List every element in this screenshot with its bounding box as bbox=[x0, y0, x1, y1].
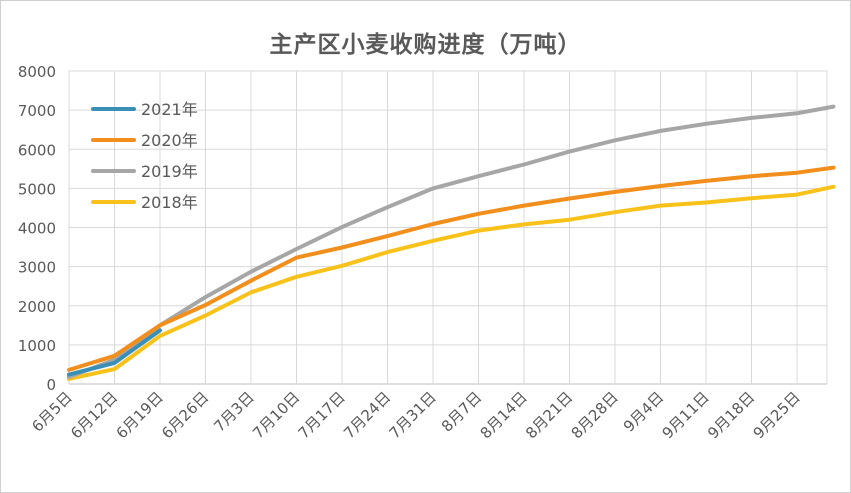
y-tick-label: 6000 bbox=[18, 141, 56, 159]
x-tick-label: 6月12日 bbox=[67, 388, 121, 442]
y-tick-label: 0 bbox=[46, 376, 56, 394]
legend-label: 2019年 bbox=[141, 162, 198, 181]
x-tick-label: 9月18日 bbox=[704, 388, 758, 442]
x-tick-label: 8月14日 bbox=[477, 388, 531, 442]
series-line-2020年 bbox=[67, 165, 836, 372]
y-tick-label: 3000 bbox=[18, 259, 56, 277]
y-tick-label: 4000 bbox=[18, 220, 56, 238]
x-tick-label: 8月21日 bbox=[522, 388, 576, 442]
series-line-2021年 bbox=[67, 328, 162, 377]
y-axis: 0 1000 2000 3000 4000 5000 6000 7000 8000 bbox=[18, 63, 56, 394]
x-tick-label: 9月11日 bbox=[659, 388, 713, 442]
y-tick-label: 8000 bbox=[18, 63, 56, 81]
y-tick-label: 5000 bbox=[18, 180, 56, 198]
x-tick-label: 9月25日 bbox=[750, 388, 804, 442]
legend-label: 2020年 bbox=[141, 131, 198, 150]
x-tick-label: 7月10日 bbox=[249, 388, 303, 442]
x-tick-label: 8月28日 bbox=[568, 388, 622, 442]
legend-label: 2021年 bbox=[141, 100, 198, 119]
chart-title: 主产区小麦收购进度（万吨） bbox=[269, 32, 582, 58]
x-axis: 6月5日6月12日6月19日6月26日7月3日7月10日7月17日7月24日7月… bbox=[28, 388, 803, 442]
legend: 2021年 2020年 2019年 2018年 bbox=[91, 100, 198, 212]
series-lines bbox=[67, 104, 836, 381]
series-line-2019年 bbox=[67, 104, 836, 379]
y-tick-label: 7000 bbox=[18, 102, 56, 120]
x-tick-label: 6月26日 bbox=[158, 388, 212, 442]
x-tick-label: 7月24日 bbox=[340, 388, 394, 442]
legend-label: 2018年 bbox=[141, 193, 198, 212]
y-tick-label: 1000 bbox=[18, 337, 56, 355]
x-tick-label: 6月19日 bbox=[113, 388, 167, 442]
x-tick-label: 7月31日 bbox=[386, 388, 440, 442]
series-line-2018年 bbox=[67, 184, 836, 381]
x-tick-label: 7月17日 bbox=[295, 388, 349, 442]
y-tick-label: 2000 bbox=[18, 298, 56, 316]
